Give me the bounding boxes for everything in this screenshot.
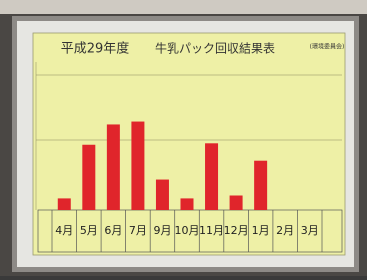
paper	[33, 33, 345, 255]
bar	[156, 180, 169, 210]
bar	[181, 198, 194, 210]
wall-top	[0, 0, 367, 14]
bar	[254, 161, 267, 210]
bar	[107, 124, 120, 210]
bar	[230, 196, 243, 211]
bar	[58, 198, 71, 210]
annotation: (環境委員会)	[310, 43, 345, 51]
x-tick-label: 4月	[55, 224, 73, 237]
x-tick-label: 5月	[80, 224, 98, 237]
x-tick-label: 7月	[129, 224, 147, 237]
bar	[82, 145, 95, 210]
x-tick-label: 3月	[301, 224, 319, 237]
x-tick-label: 9月	[153, 224, 171, 237]
x-tick-label: 12月	[224, 224, 249, 237]
x-tick-label: 6月	[104, 224, 122, 237]
chart-title-year: 平成29年度	[61, 41, 130, 57]
x-tick-label: 10月	[175, 224, 200, 237]
bar	[131, 122, 144, 210]
x-tick-label: 1月	[252, 224, 270, 237]
x-tick-label: 2月	[276, 224, 294, 237]
x-tick-label: 11月	[199, 224, 224, 237]
photo: 平成29年度 牛乳パック回収結果表 (環境委員会) 4月5月6月7月9月10月1…	[0, 0, 367, 276]
bar	[205, 143, 218, 210]
chart-subtitle: 牛乳パック回収結果表	[155, 41, 275, 56]
